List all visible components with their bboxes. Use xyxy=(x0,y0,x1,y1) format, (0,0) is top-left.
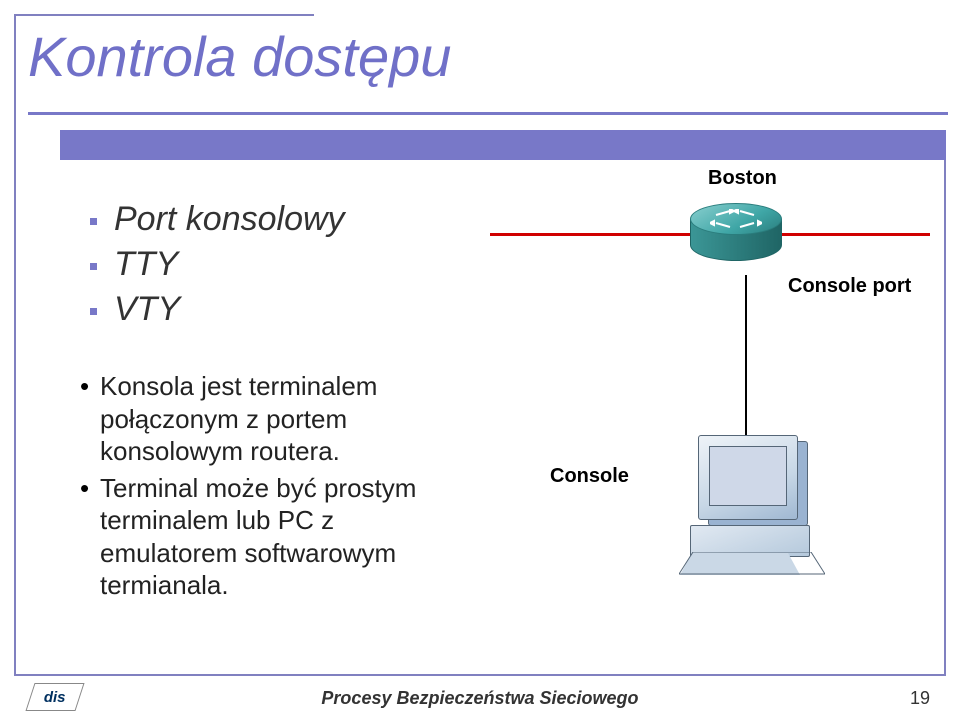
console-cable xyxy=(745,275,747,440)
router-arrows-icon xyxy=(710,209,762,229)
console-pc-icon xyxy=(680,435,820,575)
bullet-item: VTY xyxy=(90,290,440,329)
router-label: Boston xyxy=(708,167,777,190)
network-diagram: Boston Console port xyxy=(490,175,930,605)
page-title: Kontrola dostępu xyxy=(28,24,451,89)
bullet-item: TTY xyxy=(90,245,440,284)
console-port-label: Console port xyxy=(788,275,911,298)
body-text: Konsola jest terminalem połączonym z por… xyxy=(80,370,470,606)
keyboard-icon xyxy=(679,552,825,576)
title-underline xyxy=(28,112,948,115)
network-line xyxy=(780,233,930,236)
router-icon xyxy=(690,203,782,277)
paragraph: Konsola jest terminalem połączonym z por… xyxy=(80,370,470,468)
title-block xyxy=(60,130,946,160)
frame-right xyxy=(944,150,946,676)
bullet-item: Port konsolowy xyxy=(90,200,440,239)
footer-page-number: 19 xyxy=(910,688,930,709)
frame-bottom xyxy=(14,674,946,676)
frame-left xyxy=(14,14,16,674)
console-label: Console xyxy=(550,465,629,488)
slide: Kontrola dostępu Port konsolowy TTY VTY … xyxy=(0,0,960,727)
footer-title: Procesy Bezpieczeństwa Sieciowego xyxy=(0,688,960,709)
frame-top xyxy=(14,14,314,16)
paragraph: Terminal może być prostym terminalem lub… xyxy=(80,472,470,602)
bullet-list: Port konsolowy TTY VTY xyxy=(90,200,440,335)
network-line xyxy=(490,233,690,236)
